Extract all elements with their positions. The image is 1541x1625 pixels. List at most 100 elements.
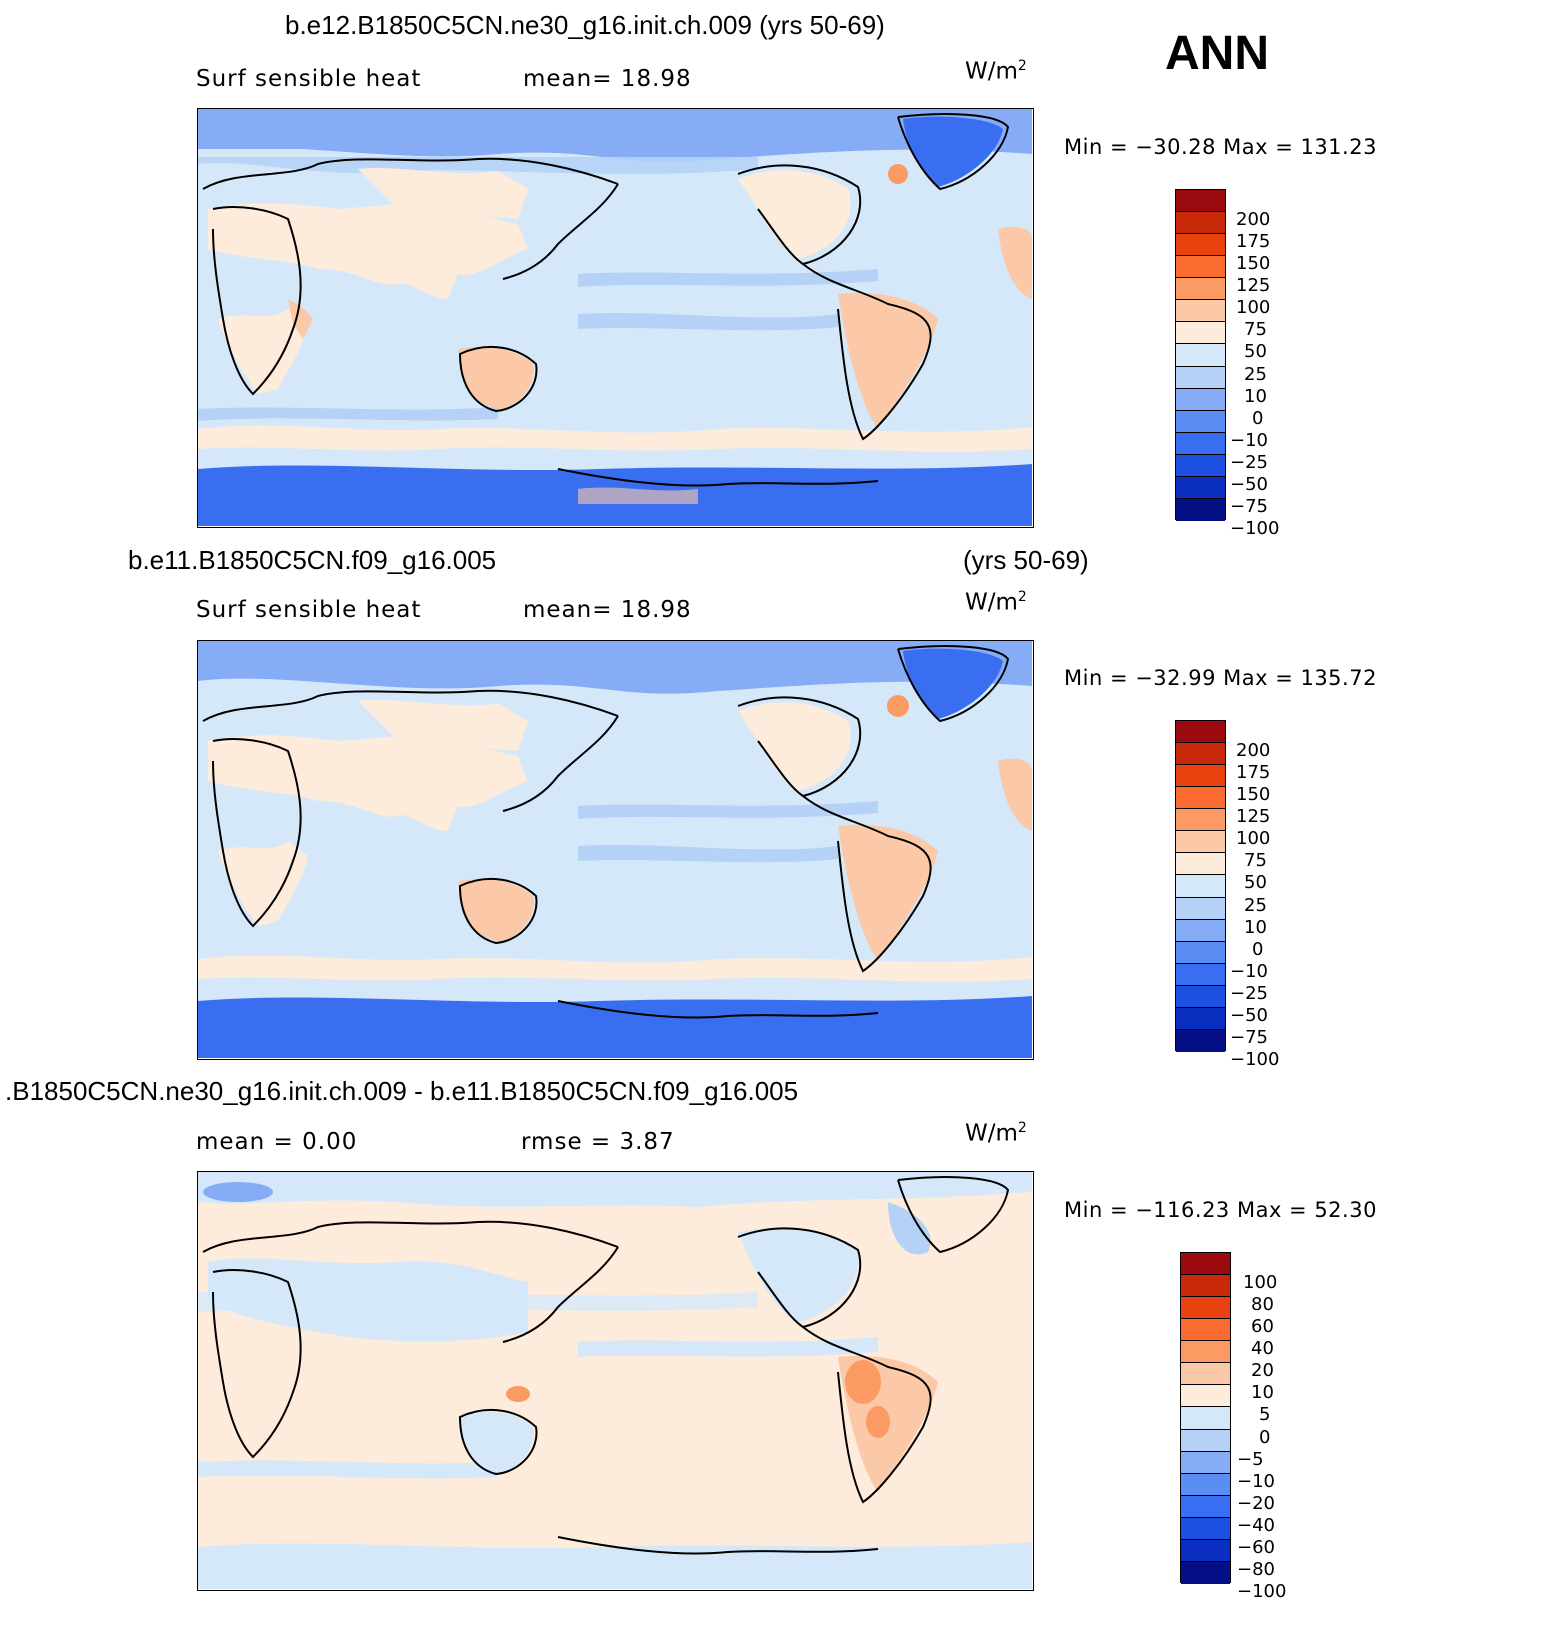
panel-3-title: .B1850C5CN.ne30_g16.init.ch.009 - b.e11.…: [5, 1076, 799, 1106]
panel-2-colorbar-level-label: 25: [1244, 894, 1267, 916]
panel-3-colorbar-swatch: [1181, 1539, 1230, 1562]
panel-3-rmse-stat: rmse = 3.87: [521, 1129, 675, 1155]
panel-3-colorbar-swatch: [1181, 1385, 1230, 1408]
season-label: ANN: [1165, 27, 1269, 80]
panel-3-colorbar-swatch: [1181, 1561, 1230, 1584]
panel-3-colorbar-level-label: 100: [1243, 1272, 1278, 1294]
panel-3-map-graphic: [198, 1172, 1032, 1589]
panel-2-colorbar-level-label: −100: [1230, 1049, 1280, 1070]
panel-2-variable-label: Surf sensible heat: [196, 597, 422, 623]
panel-2-colorbar-level-label: 150: [1236, 784, 1271, 806]
panel-1-colorbar-swatch: [1176, 432, 1225, 455]
panel-2-colorbar-level-label: −10: [1230, 960, 1268, 982]
panel-2-colorbar-swatch: [1176, 853, 1225, 876]
panel-3-colorbar-swatch: [1181, 1341, 1230, 1364]
panel-3-colorbar-level-label: −5: [1237, 1448, 1264, 1470]
panel-3-units: W/m2: [965, 1120, 1027, 1147]
panel-2-colorbar-level-label: 0: [1252, 938, 1264, 960]
panel-1-colorbar-swatch: [1176, 498, 1225, 521]
panel-2-colorbar-level-label: −75: [1230, 1026, 1268, 1048]
panel-3-colorbar-level-label: 0: [1259, 1426, 1271, 1448]
panel-2-colorbar: [1175, 720, 1226, 1052]
panel-1-colorbar-swatch: [1176, 322, 1225, 345]
panel-3-colorbar-level-label: 10: [1251, 1382, 1274, 1404]
panel-2-colorbar-level-label: 200: [1236, 740, 1271, 762]
panel-3-colorbar-level-label: 40: [1251, 1338, 1274, 1360]
panel-1-colorbar-swatch: [1176, 476, 1225, 499]
panel-1-colorbar-level-label: 25: [1244, 363, 1267, 385]
panel-2-minmax: Min = −32.99 Max = 135.72: [1064, 666, 1377, 690]
panel-1-colorbar-level-label: 10: [1244, 385, 1267, 407]
panel-1-colorbar-level-label: 50: [1244, 341, 1267, 363]
panel-2-title: b.e11.B1850C5CN.f09_g16.005: [128, 545, 497, 575]
panel-2-colorbar-swatch: [1176, 963, 1225, 986]
panel-3-colorbar-swatch: [1181, 1407, 1230, 1430]
panel-3-colorbar-level-label: 20: [1251, 1360, 1274, 1382]
panel-2-colorbar-swatch: [1176, 919, 1225, 942]
panel-1-colorbar-level-label: 0: [1252, 407, 1264, 429]
panel-1-colorbar-level-label: 200: [1236, 209, 1271, 231]
panel-1-title: b.e12.B1850C5CN.ne30_g16.init.ch.009 (yr…: [285, 10, 885, 40]
panel-1-colorbar-swatch: [1176, 234, 1225, 257]
panel-2-colorbar-swatch: [1176, 897, 1225, 920]
panel-3-colorbar-level-label: 60: [1251, 1316, 1274, 1338]
panel-3-colorbar-swatch: [1181, 1451, 1230, 1474]
panel-1-mean-stat: mean= 18.98: [523, 66, 692, 92]
panel-2-colorbar-level-label: 125: [1236, 806, 1271, 828]
panel-1-colorbar-level-label: 125: [1236, 275, 1271, 297]
panel-1-colorbar-swatch: [1176, 300, 1225, 323]
panel-3-colorbar-swatch: [1181, 1253, 1230, 1276]
panel-3-colorbar-level-label: −40: [1237, 1514, 1275, 1536]
panel-2-colorbar-swatch: [1176, 743, 1225, 766]
panel-1-colorbar-level-label: 150: [1236, 253, 1271, 275]
panel-3-colorbar-swatch: [1181, 1429, 1230, 1452]
panel-3-colorbar-swatch: [1181, 1517, 1230, 1540]
panel-3-colorbar-swatch: [1181, 1319, 1230, 1342]
panel-2-map: [197, 640, 1034, 1060]
panel-3-colorbar-level-label: −100: [1237, 1581, 1287, 1602]
panel-3-colorbar-swatch: [1181, 1297, 1230, 1320]
panel-1-minmax: Min = −30.28 Max = 131.23: [1064, 135, 1377, 159]
panel-2-title-years: (yrs 50-69): [963, 545, 1089, 575]
panel-1-colorbar-level-label: −10: [1230, 429, 1268, 451]
panel-1-colorbar-level-label: −100: [1230, 518, 1280, 539]
panel-1-colorbar-swatch: [1176, 256, 1225, 279]
panel-1-colorbar-level-label: −25: [1230, 451, 1268, 473]
panel-1-colorbar-level-label: 175: [1236, 231, 1271, 253]
panel-2-colorbar-level-label: −25: [1230, 982, 1268, 1004]
panel-3-colorbar-swatch: [1181, 1473, 1230, 1496]
panel-3-colorbar-level-label: 80: [1251, 1294, 1274, 1316]
panel-2-colorbar-swatch: [1176, 941, 1225, 964]
panel-2-colorbar-level-label: −50: [1230, 1004, 1268, 1026]
panel-3-colorbar: [1180, 1252, 1231, 1584]
panel-1-colorbar-swatch: [1176, 366, 1225, 389]
panel-1-colorbar-swatch: [1176, 344, 1225, 367]
panel-2-colorbar-level-label: 10: [1244, 916, 1267, 938]
panel-2-colorbar-swatch: [1176, 721, 1225, 744]
panel-2-colorbar-swatch: [1176, 1029, 1225, 1052]
panel-2-colorbar-level-label: 50: [1244, 872, 1267, 894]
panel-2-units: W/m2: [965, 589, 1027, 616]
panel-1-colorbar-swatch: [1176, 410, 1225, 433]
panel-1-colorbar-swatch: [1176, 190, 1225, 213]
panel-2-colorbar-level-label: 100: [1236, 828, 1271, 850]
panel-1-map-graphic: [198, 109, 1032, 526]
panel-2-colorbar-swatch: [1176, 985, 1225, 1008]
panel-2-colorbar-swatch: [1176, 787, 1225, 810]
panel-1-colorbar-swatch: [1176, 278, 1225, 301]
panel-3-colorbar-level-label: −20: [1237, 1492, 1275, 1514]
panel-2-colorbar-level-label: 175: [1236, 762, 1271, 784]
panel-1-colorbar-swatch: [1176, 212, 1225, 235]
panel-3-mean-stat: mean = 0.00: [196, 1129, 358, 1155]
panel-3-minmax: Min = −116.23 Max = 52.30: [1064, 1198, 1377, 1222]
panel-1-colorbar-level-label: 75: [1244, 319, 1267, 341]
panel-2-colorbar-swatch: [1176, 765, 1225, 788]
panel-2-map-graphic: [198, 641, 1032, 1058]
panel-3-colorbar-level-label: −80: [1237, 1558, 1275, 1580]
panel-2-colorbar-level-label: 75: [1244, 850, 1267, 872]
panel-2-colorbar-swatch: [1176, 831, 1225, 854]
panel-3-colorbar-level-label: 5: [1259, 1404, 1271, 1426]
panel-1-variable-label: Surf sensible heat: [196, 66, 422, 92]
panel-1-colorbar: [1175, 189, 1226, 521]
panel-3-colorbar-level-label: −10: [1237, 1470, 1275, 1492]
